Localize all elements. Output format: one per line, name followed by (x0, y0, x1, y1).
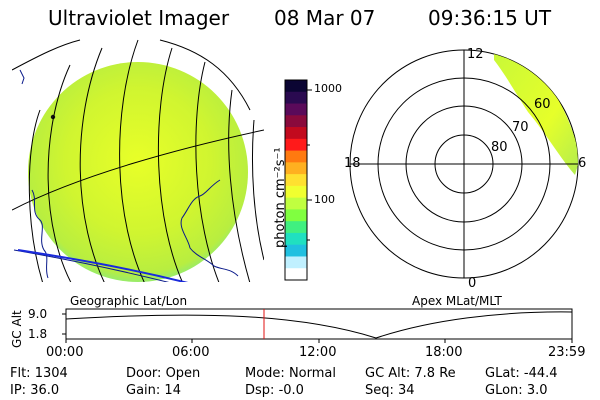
colorbar-stripe (285, 185, 307, 199)
colorbar-stripe (285, 103, 307, 116)
apex-panel-label: Apex MLat/MLT (412, 294, 502, 308)
status-ip: IP: 36.0 (10, 383, 60, 398)
colorbar-stripe (285, 268, 307, 281)
mlt-label-12: 12 (467, 47, 484, 62)
status-door: Door: Open (126, 366, 201, 381)
status-gain: Gain: 14 (126, 383, 181, 398)
status-glat: GLat: -44.4 (485, 366, 558, 381)
altitude-strip-frame (65, 308, 573, 340)
colorbar-stripe (285, 197, 307, 210)
instrument-title: Ultraviolet Imager (48, 6, 230, 30)
altitude-strip (62, 308, 573, 343)
colorbar-stripe (285, 115, 307, 128)
auroral-oval (494, 50, 578, 175)
colorbar-unit-label: photon cm⁻²s⁻¹ (273, 147, 288, 248)
status-dsp: Dsp: -0.0 (245, 383, 304, 398)
status-seq: Seq: 34 (365, 383, 415, 398)
colorbar-frame (284, 79, 308, 281)
polar-plot (349, 49, 579, 279)
polar-grid (350, 50, 578, 278)
colorbar-stripe (285, 127, 307, 140)
colorbar-stripe (285, 162, 307, 175)
status-gc-alt: GC Alt: 7.8 Re (365, 366, 456, 381)
time-tick-0600: 06:00 (172, 345, 210, 360)
colorbar-stripe (285, 244, 307, 257)
date-label: 08 Mar 07 (274, 6, 376, 30)
colorbar-stripe (285, 138, 307, 152)
colorbar-stripe (285, 91, 307, 105)
colorbar-tick-100: 100 (314, 193, 335, 206)
colorbar-stripe (285, 232, 307, 246)
status-glon: GLon: 3.0 (485, 383, 548, 398)
altitude-tick-high: 9.0 (28, 307, 48, 321)
mlt-label-6: 6 (578, 156, 587, 171)
mlat-label-70: 70 (512, 120, 529, 135)
time-tick-0000: 00:00 (46, 345, 84, 360)
altitude-axis-label: GC Alt (10, 310, 24, 348)
time-tick-1200: 12:00 (299, 345, 337, 360)
mlat-label-80: 80 (491, 140, 508, 155)
earth-disk (28, 62, 248, 282)
altitude-curve (65, 311, 573, 339)
mlat-label-60: 60 (534, 97, 551, 112)
colorbar-stripe (285, 256, 307, 269)
status-flt: Flt: 1304 (10, 366, 68, 381)
time-label: 09:36:15 UT (428, 6, 552, 30)
colorbar-stripe (285, 221, 307, 234)
latitude-grid (12, 39, 264, 211)
colorbar-stripe (285, 80, 307, 93)
mlt-label-0: 0 (468, 276, 477, 291)
colorbar-tick-1000: 1000 (314, 82, 342, 95)
terminator-line (17, 249, 189, 282)
time-tick-1800: 18:00 (425, 345, 463, 360)
longitude-grid (28, 39, 264, 282)
altitude-tick-low: 1.8 (28, 327, 48, 341)
colorbar-stripe (285, 174, 307, 187)
geographic-panel-label: Geographic Lat/Lon (70, 294, 188, 308)
colorbar-stripes (284, 79, 308, 281)
colorbar-stripe (285, 209, 307, 222)
colorbar (284, 79, 312, 281)
time-tick-2359: 23:59 (548, 345, 586, 360)
colorbar-stripe (285, 150, 307, 163)
geographic-image (12, 39, 264, 282)
status-mode: Mode: Normal (245, 366, 336, 381)
mlt-label-18: 18 (344, 156, 361, 171)
